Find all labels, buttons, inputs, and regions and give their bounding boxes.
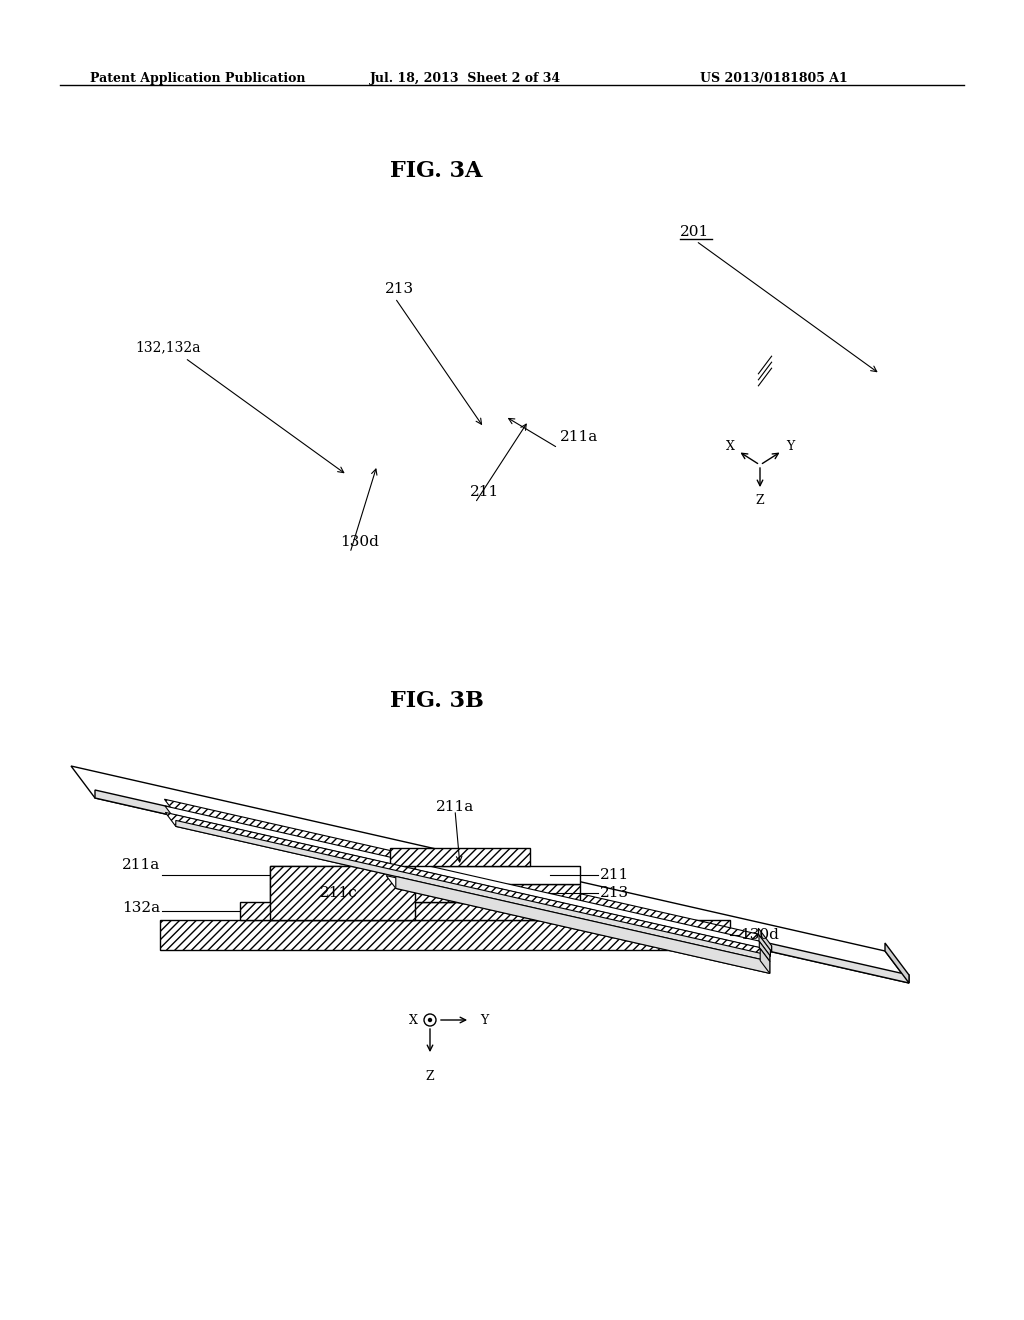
Text: 132a: 132a xyxy=(122,902,160,915)
Polygon shape xyxy=(759,935,770,956)
Text: 201: 201 xyxy=(680,224,710,239)
Polygon shape xyxy=(165,807,770,956)
Text: Patent Application Publication: Patent Application Publication xyxy=(90,73,305,84)
Polygon shape xyxy=(165,799,772,952)
Polygon shape xyxy=(177,810,772,952)
Polygon shape xyxy=(760,941,770,961)
Polygon shape xyxy=(71,766,909,983)
Text: Z: Z xyxy=(426,1071,434,1082)
Text: 211a: 211a xyxy=(436,800,474,814)
FancyBboxPatch shape xyxy=(270,884,580,902)
Polygon shape xyxy=(386,875,770,973)
Text: X: X xyxy=(726,441,734,454)
Text: X: X xyxy=(410,1014,418,1027)
Polygon shape xyxy=(760,949,770,973)
Text: 132,132a: 132,132a xyxy=(135,341,201,354)
Text: Jul. 18, 2013  Sheet 2 of 34: Jul. 18, 2013 Sheet 2 of 34 xyxy=(370,73,561,84)
Text: FIG. 3A: FIG. 3A xyxy=(390,160,482,182)
Text: FIG. 3B: FIG. 3B xyxy=(390,690,484,711)
Polygon shape xyxy=(176,816,770,956)
Text: 130d: 130d xyxy=(740,928,779,942)
Polygon shape xyxy=(759,928,772,952)
Text: Y: Y xyxy=(785,441,795,454)
FancyBboxPatch shape xyxy=(270,866,580,884)
FancyBboxPatch shape xyxy=(160,920,730,950)
Text: 213: 213 xyxy=(385,282,414,296)
Text: 211a: 211a xyxy=(560,430,598,444)
Text: 213: 213 xyxy=(600,886,629,900)
FancyBboxPatch shape xyxy=(270,866,415,920)
Text: Z: Z xyxy=(756,494,764,507)
Polygon shape xyxy=(165,812,770,961)
Text: 211: 211 xyxy=(470,484,500,499)
Circle shape xyxy=(428,1019,431,1022)
FancyBboxPatch shape xyxy=(240,902,580,920)
Text: Y: Y xyxy=(480,1014,488,1027)
Text: 130d: 130d xyxy=(340,535,379,549)
Polygon shape xyxy=(396,876,770,973)
Polygon shape xyxy=(95,789,909,983)
Polygon shape xyxy=(885,942,909,983)
Polygon shape xyxy=(176,821,770,961)
Text: 211: 211 xyxy=(600,869,630,882)
Text: 211a: 211a xyxy=(122,858,160,873)
FancyBboxPatch shape xyxy=(390,847,530,866)
Text: 211c: 211c xyxy=(319,886,357,900)
Text: US 2013/0181805 A1: US 2013/0181805 A1 xyxy=(700,73,848,84)
